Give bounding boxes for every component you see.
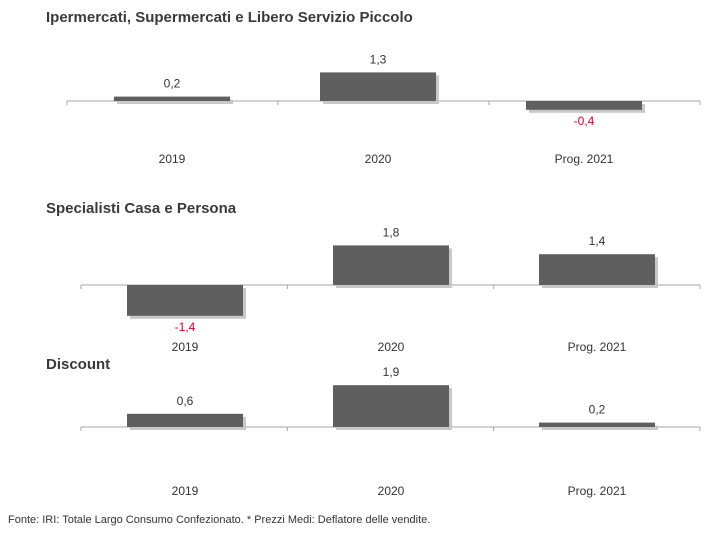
data-label: 1,8 xyxy=(383,225,400,239)
data-label: 0,6 xyxy=(177,394,194,408)
chart-title: Specialisti Casa e Persona xyxy=(46,200,237,217)
x-tick-label: 2020 xyxy=(365,152,392,166)
data-label: 1,4 xyxy=(589,234,606,248)
x-tick-label: 2020 xyxy=(378,484,405,498)
x-tick-label: 2019 xyxy=(172,340,199,354)
x-tick-label: 2019 xyxy=(159,152,186,166)
x-tick-label: 2020 xyxy=(378,340,405,354)
bar-shadow xyxy=(542,425,658,430)
bar xyxy=(333,245,449,285)
bar xyxy=(127,413,243,427)
data-label: -1,4 xyxy=(175,320,196,334)
x-tick-label: Prog. 2021 xyxy=(555,152,614,166)
data-label: -0,4 xyxy=(574,114,595,128)
x-tick-label: Prog. 2021 xyxy=(568,340,627,354)
bar xyxy=(539,254,655,285)
bar xyxy=(320,72,436,101)
bar xyxy=(333,385,449,427)
bar xyxy=(526,101,642,110)
bar xyxy=(539,422,655,427)
data-label: 1,3 xyxy=(370,52,387,66)
x-tick-label: Prog. 2021 xyxy=(568,484,627,498)
x-tick-label: 2019 xyxy=(172,484,199,498)
source-note: Fonte: IRI: Totale Largo Consumo Confezi… xyxy=(8,514,431,526)
data-label: 0,2 xyxy=(589,403,606,417)
data-label: 0,2 xyxy=(164,77,181,91)
chart-title: Ipermercati, Supermercati e Libero Servi… xyxy=(46,9,413,26)
bar xyxy=(127,285,243,316)
chart-title: Discount xyxy=(46,356,110,373)
bar-shadow xyxy=(117,99,233,104)
data-label: 1,9 xyxy=(383,365,400,379)
bar xyxy=(114,96,230,101)
